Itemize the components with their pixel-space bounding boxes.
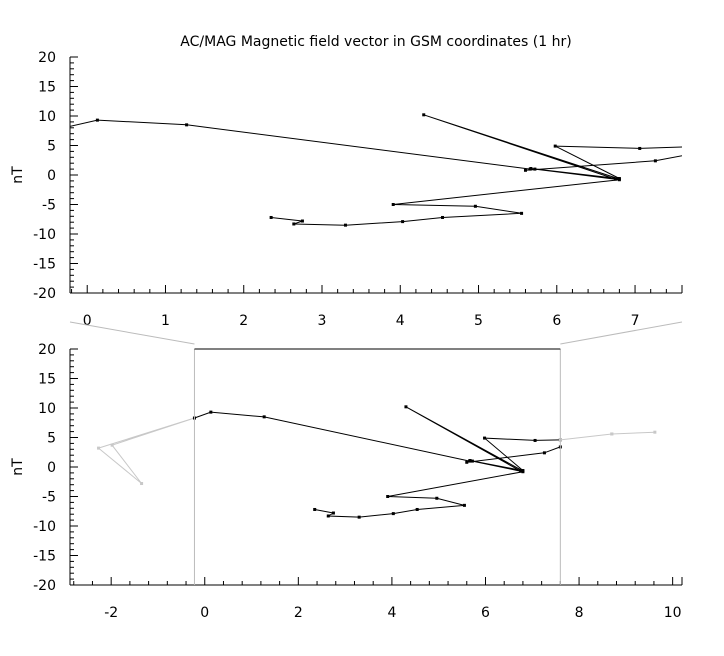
series-group	[97, 405, 657, 519]
y-tick-label: 20	[38, 342, 56, 358]
y-tick-label: -10	[33, 227, 56, 243]
data-point	[473, 204, 477, 208]
y-tick-label: 15	[38, 372, 56, 388]
x-tick-label: -2	[104, 605, 118, 621]
y-tick-label: -15	[33, 549, 56, 565]
x-tick-label: 0	[83, 313, 92, 329]
series-line	[554, 145, 682, 179]
data-point	[269, 215, 273, 219]
data-point	[653, 159, 657, 163]
data-point	[391, 203, 395, 206]
data-point	[688, 153, 691, 156]
data-point	[533, 167, 537, 171]
top-chart-panel: 20 15 10 5 0 -5 -10 -15 -20 0 1 2 3 4 5 6 7 nT	[10, 50, 691, 329]
data-point	[262, 415, 266, 419]
y-axis-label: nT	[10, 166, 26, 184]
data-point	[140, 482, 144, 486]
data-point	[542, 451, 546, 455]
data-point	[185, 123, 189, 127]
data-point	[616, 177, 620, 181]
series-line	[483, 437, 561, 471]
zoom-connector-left	[69, 321, 195, 345]
chart-title: AC/MAG Magnetic field vector in GSM coor…	[180, 34, 571, 50]
data-point	[520, 211, 524, 215]
zoom-connectors	[69, 321, 683, 585]
data-point	[62, 126, 65, 129]
y-tick-label: 5	[47, 431, 56, 447]
data-point	[468, 459, 472, 463]
data-point	[386, 495, 390, 498]
x-tick-label: 1	[161, 313, 170, 329]
x-tick-label: 0	[200, 605, 209, 621]
data-point	[435, 496, 439, 500]
data-point	[470, 459, 474, 463]
y-tick-label: 10	[38, 109, 56, 125]
x-tick-label: 3	[318, 313, 327, 329]
y-tick-label: 10	[38, 401, 56, 417]
data-point	[404, 405, 408, 409]
data-point	[653, 430, 657, 434]
y-tick-label: -15	[33, 257, 56, 273]
y-tick-label: -5	[42, 490, 56, 506]
data-point	[523, 168, 527, 172]
data-point	[521, 469, 525, 473]
data-point	[465, 460, 469, 464]
x-tick-label: 10	[664, 605, 682, 621]
y-tick-label: 20	[38, 50, 56, 66]
data-point	[462, 503, 466, 507]
y-tick-label: 0	[47, 168, 56, 184]
data-point	[331, 511, 335, 515]
data-point	[553, 144, 557, 148]
zoom-connector-right	[560, 321, 683, 345]
data-point	[300, 219, 304, 223]
data-point	[209, 410, 213, 414]
y-tick-label: 0	[47, 460, 56, 476]
data-point	[110, 443, 114, 447]
x-tick-label: 2	[239, 313, 248, 329]
data-point	[638, 146, 642, 150]
data-point	[95, 118, 99, 122]
y-tick-label: -20	[33, 286, 56, 302]
data-point	[610, 432, 614, 436]
x-tick-label: 6	[481, 605, 490, 621]
y-tick-label: 15	[38, 80, 56, 96]
x-tick-label: 5	[474, 313, 483, 329]
x-tick-label: 6	[552, 313, 561, 329]
series-line	[560, 431, 655, 441]
data-point	[391, 512, 395, 516]
data-point	[326, 514, 330, 518]
y-tick-label: -10	[33, 519, 56, 535]
data-point	[483, 436, 487, 440]
data-point	[292, 222, 296, 226]
data-point	[357, 515, 361, 519]
series-group	[62, 113, 691, 227]
data-point	[97, 446, 101, 450]
data-point	[415, 507, 419, 511]
data-point	[533, 438, 537, 442]
x-tick-label: 4	[396, 313, 405, 329]
y-tick-label: 5	[47, 139, 56, 155]
y-tick-label: -5	[42, 198, 56, 214]
data-point	[422, 113, 426, 117]
x-tick-label: 8	[575, 605, 584, 621]
series-line	[97, 417, 195, 484]
y-axis-label: nT	[10, 458, 26, 476]
x-tick-label: 2	[294, 605, 303, 621]
data-point	[529, 167, 533, 171]
data-point	[441, 215, 445, 219]
x-tick-label: 4	[387, 605, 396, 621]
y-tick-label: -20	[33, 578, 56, 594]
data-point	[313, 507, 317, 511]
data-point	[401, 220, 405, 224]
data-point	[688, 145, 691, 148]
data-point	[613, 177, 617, 181]
x-tick-label: 7	[631, 313, 640, 329]
data-point	[617, 177, 621, 181]
data-point	[343, 223, 347, 227]
